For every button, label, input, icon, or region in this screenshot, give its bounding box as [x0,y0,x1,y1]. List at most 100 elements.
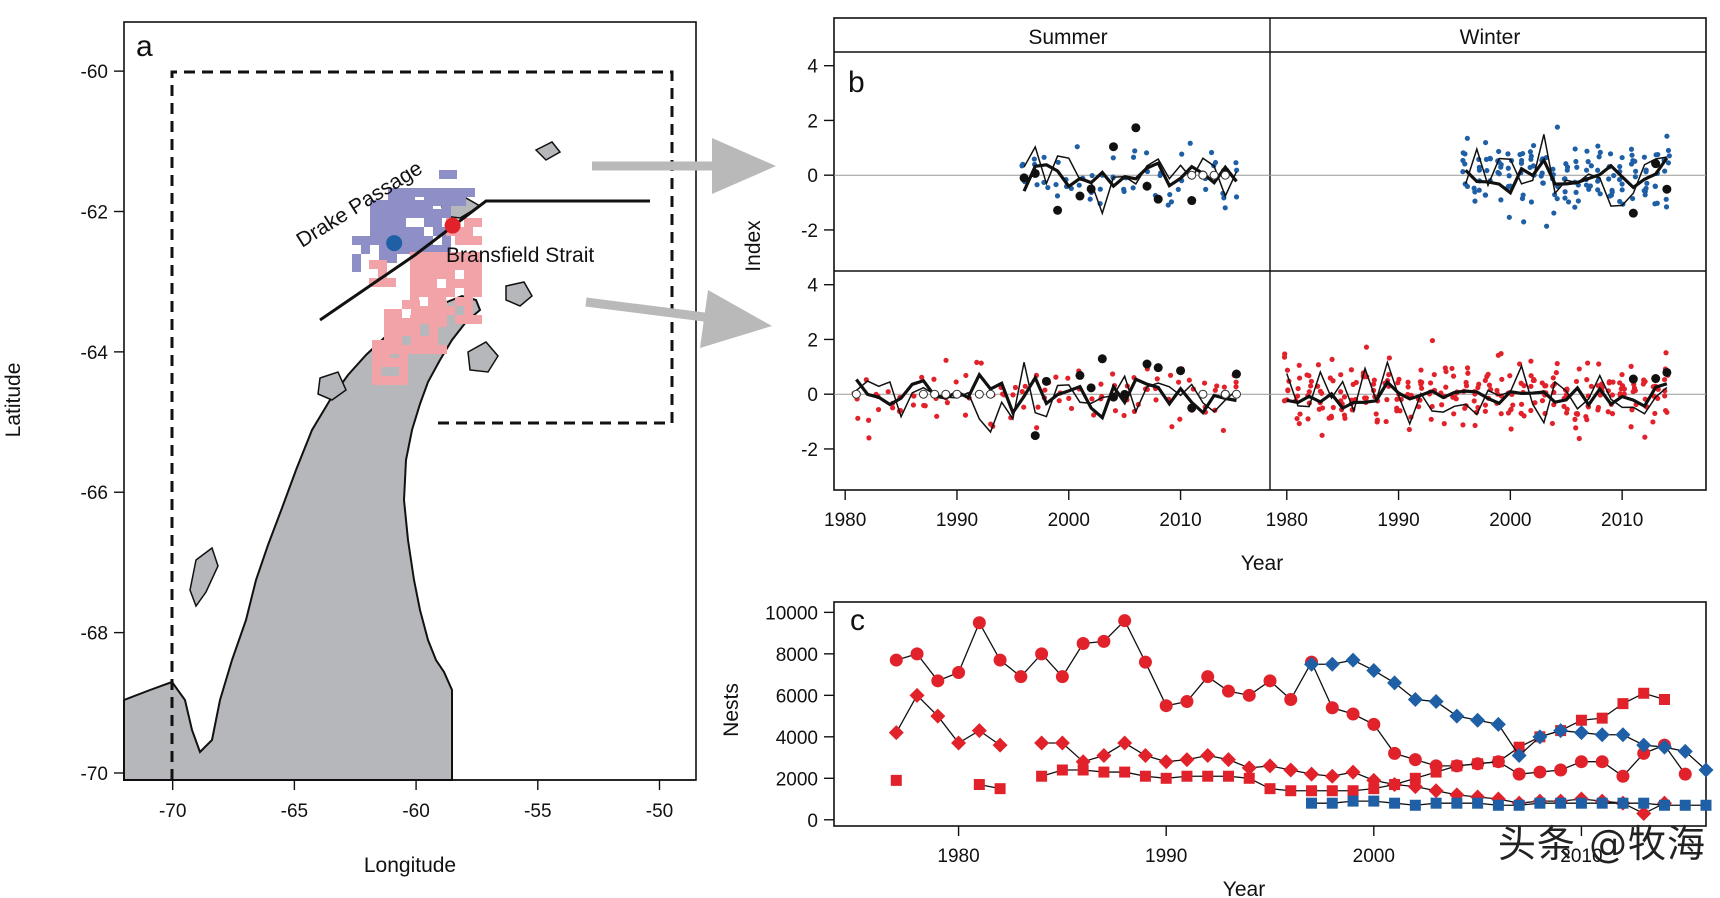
nest-point-square [1306,785,1318,797]
grid-cell [372,349,381,358]
index-point [1177,416,1183,422]
index-point [1460,157,1466,164]
index-point [1662,407,1669,414]
nest-point-circle [1221,684,1235,698]
nest-point-square [1264,783,1276,795]
grid-cell [381,376,390,385]
grid-cell [464,261,473,270]
x-tick-label: 2000 [1489,510,1531,531]
nest-point-circle [1263,674,1277,688]
index-point [1394,405,1400,411]
index-point [1596,154,1602,160]
index-point [1485,371,1491,377]
index-point [1065,375,1071,381]
grid-cell [388,197,397,206]
index-point [1662,168,1668,174]
nest-point-diamond [1553,723,1569,739]
index-point [1130,154,1137,160]
index-point [1531,377,1537,383]
index-point [1588,163,1594,169]
nest-point-square [1451,797,1463,809]
x-tick-label: -65 [281,801,308,822]
grid-cell [372,376,381,385]
index-point [1167,191,1173,198]
index-point [1486,382,1493,388]
index-point [1573,425,1579,431]
nest-point-diamond [1220,752,1236,768]
index-point [1053,374,1059,380]
missing-point [986,389,996,399]
x-tick-label: 1990 [936,510,978,531]
grid-cell [384,309,393,318]
index-point [1201,380,1208,386]
grid-cell [399,349,408,358]
nest-point-circle [1388,746,1402,760]
grid-cell [429,327,438,336]
index-point [865,417,872,423]
nest-point-diamond [1324,656,1340,672]
missing-point [1187,170,1197,180]
grid-cell [430,188,439,197]
nest-point-diamond [1137,747,1153,763]
grid-cell [424,197,433,206]
bird-index-point [1628,208,1638,218]
missing-point [851,389,861,399]
index-point [1297,411,1303,417]
bird-index-point [1086,184,1096,194]
index-point [1551,210,1557,216]
grid-cell [370,227,379,236]
index-point [885,389,891,395]
bird-index-point [1019,173,1029,183]
bird-index-point [1053,205,1063,215]
index-point [1405,384,1411,390]
grid-cell [464,218,473,227]
index-point [1169,424,1175,430]
index-point [1508,426,1514,432]
index-point [910,402,917,408]
index-point [1471,185,1477,191]
index-point [1296,420,1302,427]
index-point [1406,426,1412,433]
y-tick-label: 10000 [765,603,818,624]
nest-point-diamond [1677,743,1693,759]
index-point [1585,159,1591,165]
index-point [1498,411,1504,417]
grid-cell [424,245,433,254]
grid-cell [381,358,390,367]
grid-cell [411,309,420,318]
bransfield-site-marker [444,217,461,234]
index-point [1022,383,1028,389]
index-point [1472,422,1478,429]
index-point [1572,146,1578,152]
nest-point-circle [1512,767,1526,781]
nest-point-square [1285,785,1297,797]
x-axis-label-year-c: Year [1223,878,1265,898]
index-point [1663,350,1669,356]
index-point [1341,394,1348,400]
index-point [1316,406,1322,412]
index-point [1121,186,1127,192]
nest-point-square [1617,698,1629,710]
x-tick-label: -60 [402,801,429,822]
grid-cell [428,297,437,306]
index-point [1584,377,1590,383]
grid-cell [455,279,464,288]
index-point [1663,196,1669,202]
grid-cell [379,227,388,236]
grid-cell [379,218,388,227]
index-point [1520,150,1526,157]
grid-cell [433,218,442,227]
nest-point-diamond [1511,747,1527,763]
index-point [1428,416,1434,422]
index-point [1617,198,1623,205]
index-point [1035,404,1041,410]
thick-index-line [1286,379,1668,411]
index-point [1664,133,1670,139]
grid-cell [379,200,388,209]
index-point [1157,172,1163,178]
nest-point-circle [1533,765,1547,779]
index-point [1518,380,1524,386]
index-point [1405,379,1411,385]
nest-point-diamond [971,723,987,739]
index-point [1427,380,1434,386]
